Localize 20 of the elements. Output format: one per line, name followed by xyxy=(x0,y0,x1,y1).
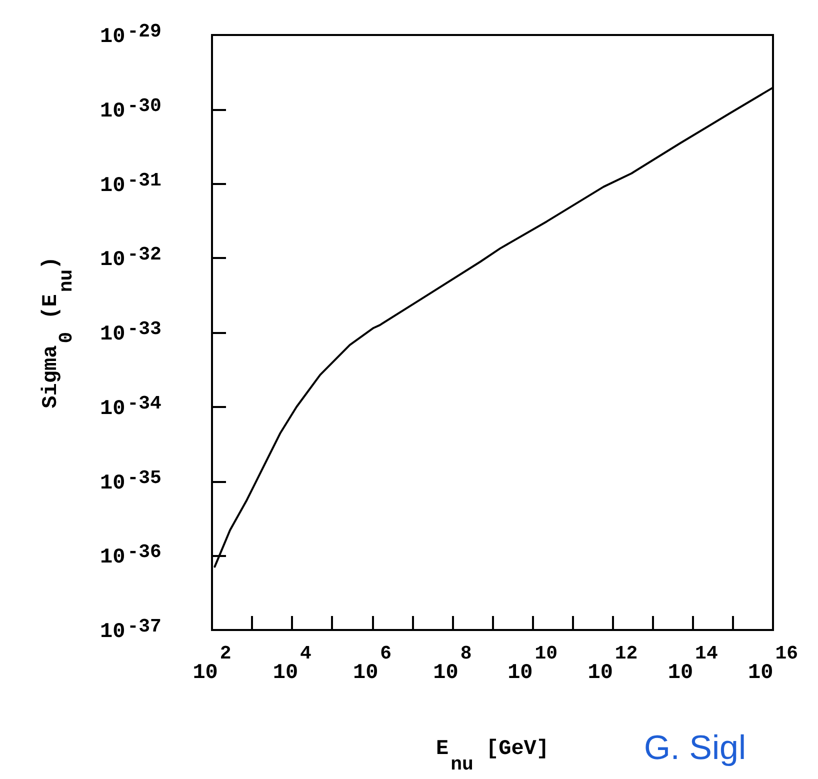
y-tick-label: 10-31 xyxy=(100,169,162,198)
y-tick-label: 10-30 xyxy=(100,94,162,124)
y-tick-label: 10-35 xyxy=(100,466,162,496)
x-tick-label: 1016 xyxy=(748,642,798,685)
y-tick-label: 10-34 xyxy=(100,392,162,421)
x-axis-title: Enu [GeV] xyxy=(436,738,550,776)
y-axis-title: Sigma0 (Enu) xyxy=(40,256,78,408)
x-tick-label: 1012 xyxy=(588,642,638,685)
y-tick-label: 10-37 xyxy=(100,616,162,644)
x-tick-label: 1014 xyxy=(668,642,718,685)
x-tick-label: 106 xyxy=(352,642,392,685)
y-tick-label: 10-33 xyxy=(100,318,162,346)
y-tick-label: 10-32 xyxy=(100,244,162,272)
x-tick-label: 1010 xyxy=(508,642,558,685)
x-tick-label: 102 xyxy=(192,642,232,685)
y-tick-label: 10-29 xyxy=(100,20,162,49)
text: G. Sigl xyxy=(644,729,746,767)
x-tick-label: 108 xyxy=(433,642,472,685)
y-tick-label: 10-36 xyxy=(100,541,162,570)
x-tick-label: 104 xyxy=(272,642,312,685)
